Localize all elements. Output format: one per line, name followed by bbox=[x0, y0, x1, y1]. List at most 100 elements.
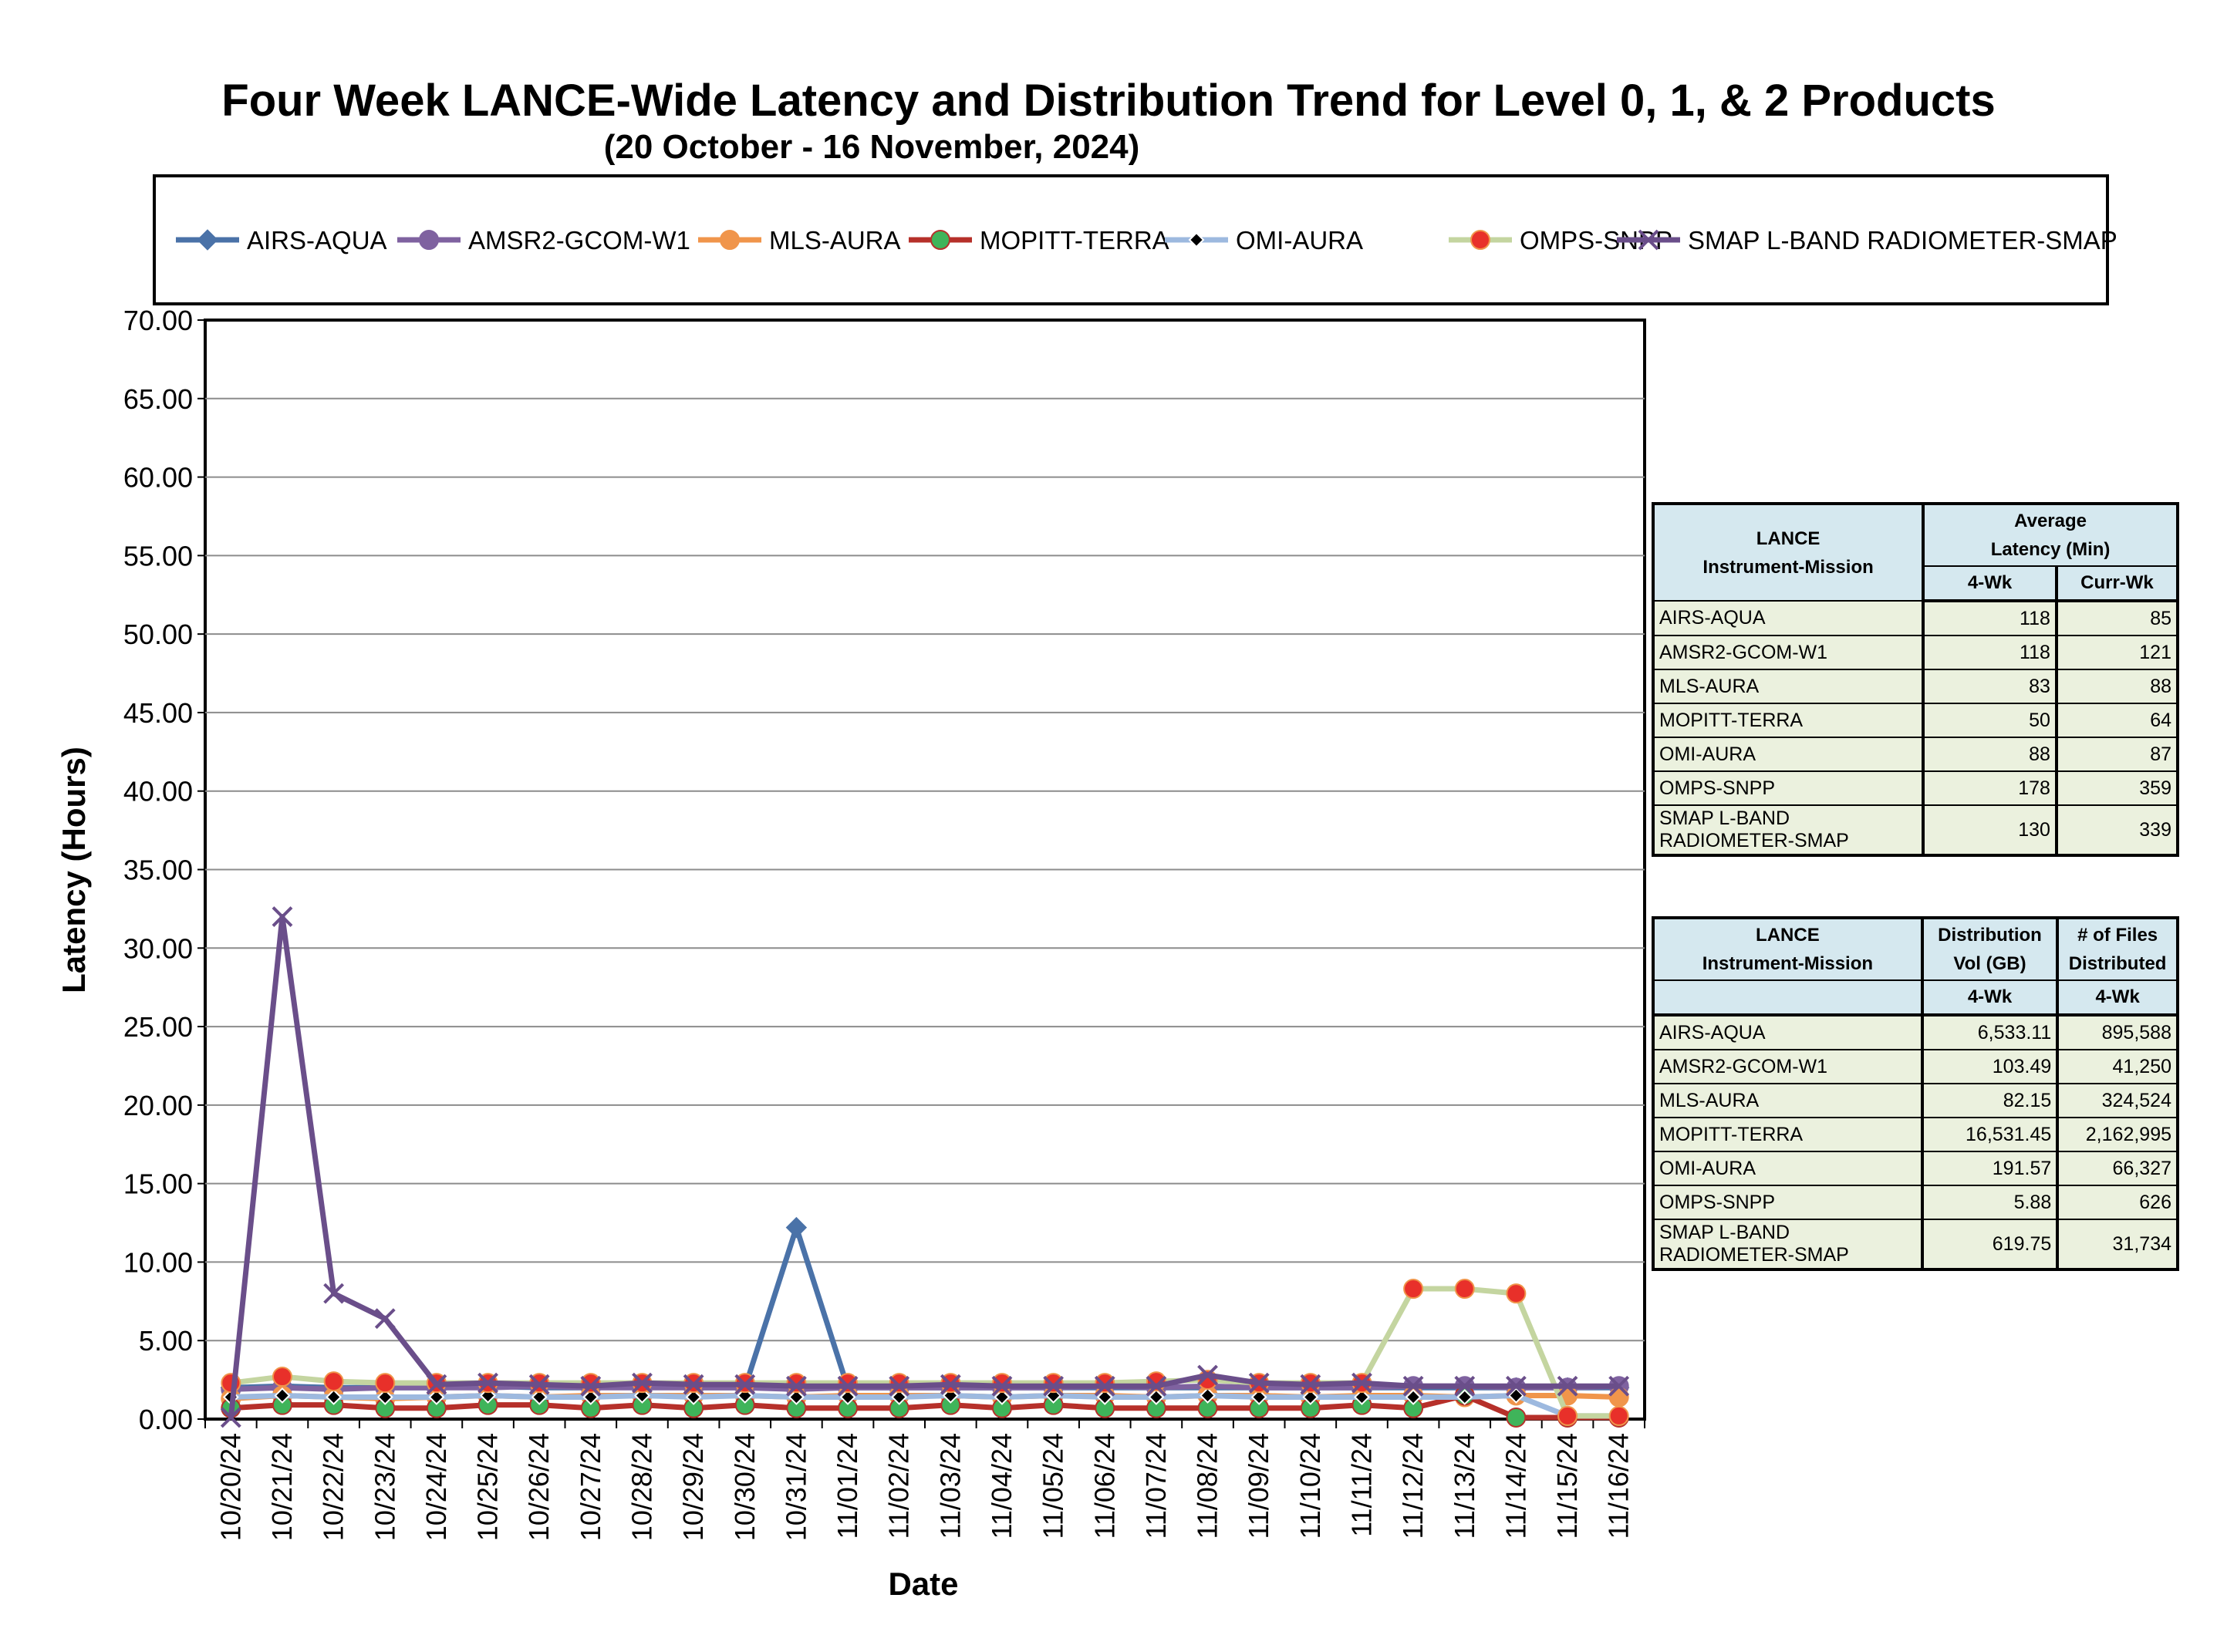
data-point bbox=[197, 229, 218, 251]
data-point bbox=[1608, 1405, 1629, 1426]
table-row: SMAP L-BAND RADIOMETER-SMAP 130 339 bbox=[1652, 804, 2179, 856]
data-point bbox=[930, 230, 950, 250]
x-tick-label: 10/20/24 bbox=[214, 1433, 246, 1541]
y-tick-label: 10.00 bbox=[123, 1246, 193, 1278]
data-point bbox=[1470, 230, 1490, 250]
instrument-name: SMAP L-BAND RADIOMETER-SMAP bbox=[1652, 1219, 1924, 1270]
data-point bbox=[1302, 1389, 1319, 1405]
distribution-rows: AIRS-AQUA 6,533.11 895,588 AMSR2-GCOM-W1 103… bbox=[1652, 1014, 2178, 1270]
files-distributed: 31,734 bbox=[2057, 1219, 2178, 1270]
header-line: Latency (Min) bbox=[1990, 539, 2111, 560]
distribution-volume: 6,533.11 bbox=[1921, 1014, 2060, 1050]
x-tick-label: 11/06/24 bbox=[1088, 1433, 1120, 1539]
data-point bbox=[374, 1308, 396, 1330]
data-point bbox=[1096, 1389, 1113, 1405]
data-point bbox=[1507, 1387, 1524, 1404]
data-point bbox=[323, 1283, 345, 1304]
x-tick-label: 10/21/24 bbox=[266, 1433, 298, 1541]
x-tick-label: 11/14/24 bbox=[1500, 1433, 1531, 1539]
x-tick-label: 10/26/24 bbox=[523, 1433, 555, 1541]
distribution-table: LANCE Instrument-Mission Distribution Vo… bbox=[1652, 916, 2179, 1271]
x-tick-label: 10/22/24 bbox=[318, 1433, 349, 1541]
latency-sub-currwk: Curr-Wk bbox=[2055, 565, 2179, 602]
data-point bbox=[1197, 1364, 1218, 1386]
data-point bbox=[428, 1389, 445, 1405]
data-point bbox=[274, 1387, 291, 1404]
latency-header-average: Average Latency (Min) bbox=[1922, 503, 2178, 567]
legend-item: AMSR2-GCOM-W1 bbox=[397, 226, 690, 255]
x-tick-label: 10/25/24 bbox=[472, 1433, 504, 1541]
latency-currwk: 64 bbox=[2055, 703, 2179, 738]
data-point bbox=[788, 1389, 805, 1405]
y-tick-label: 45.00 bbox=[123, 697, 193, 729]
latency-4wk: 88 bbox=[1922, 737, 2058, 772]
table-row: AIRS-AQUA 118 85 bbox=[1652, 600, 2179, 636]
y-tick-label: 25.00 bbox=[123, 1011, 193, 1043]
latency-table: LANCE Instrument-Mission Average Latency… bbox=[1652, 502, 2179, 857]
files-distributed: 324,524 bbox=[2057, 1083, 2178, 1118]
latency-currwk: 121 bbox=[2055, 635, 2179, 670]
data-point bbox=[1505, 1375, 1527, 1397]
header-line: # of Files bbox=[2077, 925, 2158, 946]
distribution-volume: 103.49 bbox=[1921, 1049, 2060, 1084]
x-tick-label: 11/13/24 bbox=[1449, 1433, 1480, 1539]
table-row: SMAP L-BAND RADIOMETER-SMAP 619.75 31,734 bbox=[1652, 1219, 2178, 1270]
dist-sub-4wk-files: 4-Wk bbox=[2057, 979, 2178, 1016]
data-point bbox=[720, 230, 740, 250]
data-point bbox=[991, 1373, 1012, 1394]
instrument-name: OMI-AURA bbox=[1652, 1151, 1924, 1186]
distribution-volume: 82.15 bbox=[1921, 1083, 2060, 1118]
x-tick-label: 11/11/24 bbox=[1345, 1433, 1377, 1537]
data-point bbox=[1506, 1407, 1527, 1428]
header-line: LANCE bbox=[1756, 528, 1821, 549]
x-tick-label: 11/09/24 bbox=[1243, 1433, 1274, 1539]
legend-item: OMI-AURA bbox=[1165, 226, 1363, 255]
data-point bbox=[1506, 1283, 1527, 1304]
data-point bbox=[323, 1371, 344, 1392]
x-tick-label: 11/08/24 bbox=[1192, 1433, 1223, 1539]
data-point bbox=[580, 1373, 601, 1394]
legend-label: SMAP L-BAND RADIOMETER-SMAP bbox=[1688, 226, 2117, 255]
header-line: Average bbox=[2014, 511, 2087, 531]
series-smap-l-band-radiometer-smap bbox=[220, 906, 1630, 1428]
latency-rows: AIRS-AQUA 118 85 AMSR2-GCOM-W1 118 121 MLS-AUR… bbox=[1652, 600, 2179, 856]
data-point bbox=[1094, 1375, 1115, 1397]
data-point bbox=[889, 1373, 909, 1394]
table-row: MOPITT-TERRA 50 64 bbox=[1652, 703, 2179, 738]
latency-currwk: 87 bbox=[2055, 737, 2179, 772]
dist-header-volume: Distribution Vol (GB) bbox=[1921, 917, 2060, 981]
files-distributed: 41,250 bbox=[2057, 1049, 2178, 1084]
data-point bbox=[839, 1389, 856, 1405]
y-tick-label: 70.00 bbox=[123, 305, 193, 336]
legend-label: AMSR2-GCOM-W1 bbox=[468, 226, 690, 255]
data-point bbox=[785, 1375, 807, 1397]
x-tick-label: 10/30/24 bbox=[729, 1433, 761, 1541]
data-point bbox=[1557, 1375, 1578, 1397]
data-point bbox=[531, 1389, 548, 1405]
chart-title: Four Week LANCE-Wide Latency and Distrib… bbox=[221, 76, 1995, 126]
x-tick-label: 11/12/24 bbox=[1397, 1433, 1429, 1539]
data-point bbox=[1200, 1387, 1216, 1404]
data-point bbox=[1300, 1374, 1321, 1395]
data-point bbox=[734, 1374, 756, 1395]
data-point bbox=[1405, 1389, 1422, 1405]
table-row: AMSR2-GCOM-W1 103.49 41,250 bbox=[1652, 1049, 2178, 1084]
data-point bbox=[891, 1389, 908, 1405]
files-distributed: 895,588 bbox=[2057, 1014, 2178, 1050]
y-tick-label: 65.00 bbox=[123, 383, 193, 415]
legend-item: SMAP L-BAND RADIOMETER-SMAP bbox=[1617, 226, 2117, 255]
instrument-name: AIRS-AQUA bbox=[1652, 600, 1925, 636]
instrument-name: MLS-AURA bbox=[1652, 1083, 1924, 1118]
y-axis-title: Latency (Hours) bbox=[56, 747, 92, 993]
legend-label: MOPITT-TERRA bbox=[980, 226, 1169, 255]
x-tick-label: 10/28/24 bbox=[626, 1433, 657, 1541]
legend-label: MLS-AURA bbox=[769, 226, 901, 255]
series-line bbox=[231, 1392, 1619, 1419]
data-point bbox=[1043, 1373, 1064, 1394]
table-row: MLS-AURA 83 88 bbox=[1652, 669, 2179, 704]
instrument-name: MOPITT-TERRA bbox=[1652, 1117, 1924, 1152]
x-tick-label: 10/29/24 bbox=[677, 1433, 709, 1541]
y-tick-label: 0.00 bbox=[139, 1404, 193, 1435]
legend-item: MLS-AURA bbox=[698, 226, 901, 255]
series-group bbox=[220, 906, 1630, 1428]
